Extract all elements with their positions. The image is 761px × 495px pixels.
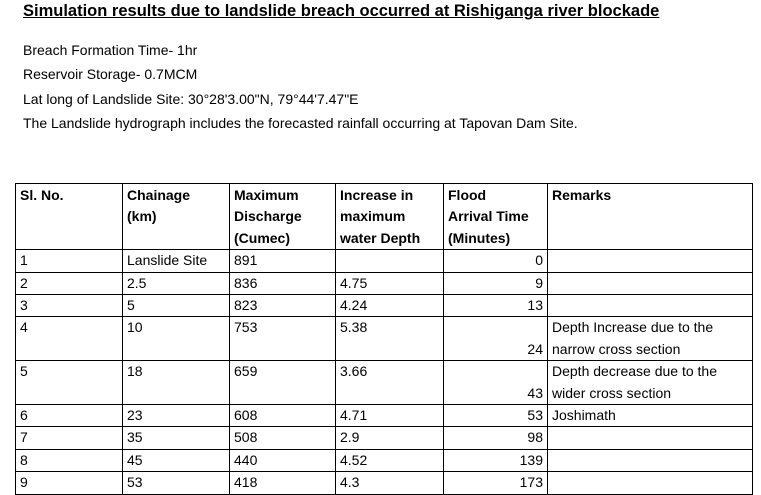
header-sl-no: Sl. No. [15, 182, 123, 251]
header-discharge-line-2: Discharge [234, 208, 302, 225]
cell-arrival-time: 173 [443, 471, 548, 495]
cell-depth: 2.9 [335, 426, 444, 450]
cell-depth [335, 249, 444, 273]
cell-depth: 4.3 [335, 471, 444, 495]
cell-chainage: 10 [122, 316, 230, 362]
cell-sl-no: 4 [15, 316, 123, 362]
cell-sl-no: 8 [15, 448, 123, 473]
cell-discharge: 836 [229, 271, 336, 296]
cell-discharge: 891 [229, 249, 336, 273]
header-depth-line-3: water Depth [340, 229, 421, 246]
cell-discharge: 659 [229, 360, 336, 406]
cell-arrival-time: 98 [443, 426, 548, 450]
header-sl-no-label: Sl. No. [20, 187, 64, 203]
table-row: 5 18 659 3.66 43 Depth decrease due to t… [15, 360, 753, 406]
remark-line-1: Depth decrease due to the [552, 363, 718, 380]
cell-discharge: 753 [229, 316, 336, 362]
header-chainage-line-1: Chainage [127, 187, 191, 203]
cell-chainage: 53 [122, 471, 230, 495]
header-remarks-label: Remarks [552, 187, 612, 203]
cell-chainage: 45 [122, 448, 230, 473]
reservoir-storage: Reservoir Storage- 0.7MCM [23, 66, 198, 82]
cell-chainage: 18 [122, 360, 230, 406]
cell-depth: 4.75 [335, 271, 444, 296]
header-depth-line-1: Increase in [340, 187, 414, 203]
cell-depth: 5.38 [335, 316, 444, 362]
cell-arrival-time: 13 [443, 294, 548, 318]
cell-remarks [547, 249, 753, 273]
cell-depth: 3.66 [335, 360, 444, 406]
header-remarks: Remarks [547, 182, 753, 251]
simulation-results-table: Sl. No. Chainage (km) Maximum Discharge … [15, 182, 753, 495]
cell-sl-no: 2 [15, 271, 123, 296]
table-row: 6 23 608 4.71 53 Joshimath [15, 404, 753, 428]
header-arrival-line-3: (Minutes) [448, 229, 511, 246]
cell-depth: 4.52 [335, 448, 444, 473]
remark-line-2: wider cross section [552, 384, 672, 401]
cell-arrival-time: 53 [443, 404, 548, 428]
document-title: Simulation results due to landslide brea… [23, 2, 660, 20]
cell-arrival-time: 24 [443, 316, 548, 362]
cell-arrival-time: 9 [443, 271, 548, 296]
cell-remarks [547, 471, 753, 495]
cell-remarks: Depth Increase due to the narrow cross s… [547, 316, 753, 362]
cell-depth: 4.24 [335, 294, 444, 318]
remark-line-2: narrow cross section [552, 340, 681, 357]
header-discharge-line-3: (Cumec) [234, 229, 291, 246]
header-arrival-time: Flood Arrival Time (Minutes) [443, 182, 548, 251]
header-water-depth: Increase in maximum water Depth [335, 182, 444, 251]
cell-chainage: 2.5 [122, 271, 230, 296]
header-chainage-line-2: (km) [127, 208, 157, 225]
cell-remarks: Joshimath [547, 404, 753, 428]
header-arrival-line-1: Flood [448, 187, 487, 203]
table-row: 3 5 823 4.24 13 [15, 294, 753, 318]
cell-sl-no: 9 [15, 471, 123, 495]
table-row: 8 45 440 4.52 139 [15, 448, 753, 473]
cell-discharge: 508 [229, 426, 336, 450]
cell-remarks [547, 426, 753, 450]
landslide-lat-long: Lat long of Landslide Site: 30°28'3.00"N… [23, 91, 359, 107]
cell-arrival-time: 139 [443, 448, 548, 473]
hydrograph-note: The Landslide hydrograph includes the fo… [23, 115, 578, 131]
cell-depth: 4.71 [335, 404, 444, 428]
cell-remarks: Depth decrease due to the wider cross se… [547, 360, 753, 406]
cell-discharge: 440 [229, 448, 336, 473]
cell-chainage: 5 [122, 294, 230, 318]
breach-formation-time: Breach Formation Time- 1hr [23, 42, 198, 58]
table-row: 2 2.5 836 4.75 9 [15, 271, 753, 296]
cell-sl-no: 6 [15, 404, 123, 428]
cell-remarks [547, 448, 753, 473]
header-discharge-line-1: Maximum [234, 187, 299, 203]
cell-sl-no: 1 [15, 249, 123, 273]
cell-discharge: 418 [229, 471, 336, 495]
cell-remarks [547, 294, 753, 318]
table-row: 9 53 418 4.3 173 [15, 471, 753, 495]
table-row: 1 Lanslide Site 891 0 [15, 249, 753, 273]
header-max-discharge: Maximum Discharge (Cumec) [229, 182, 336, 251]
header-chainage: Chainage (km) [122, 182, 230, 251]
cell-sl-no: 7 [15, 426, 123, 450]
remark-line-1: Depth Increase due to the [552, 319, 714, 336]
cell-chainage: 23 [122, 404, 230, 428]
cell-sl-no: 5 [15, 360, 123, 406]
table-row: 7 35 508 2.9 98 [15, 426, 753, 450]
cell-arrival-time: 43 [443, 360, 548, 406]
table-row: 4 10 753 5.38 24 Depth Increase due to t… [15, 316, 753, 362]
cell-sl-no: 3 [15, 294, 123, 318]
cell-discharge: 823 [229, 294, 336, 318]
cell-discharge: 608 [229, 404, 336, 428]
table-header-row: Sl. No. Chainage (km) Maximum Discharge … [15, 182, 753, 251]
cell-chainage: Lanslide Site [122, 249, 230, 273]
header-depth-line-2: maximum [340, 208, 406, 225]
cell-chainage: 35 [122, 426, 230, 450]
header-arrival-line-2: Arrival Time [448, 208, 529, 225]
cell-arrival-time: 0 [443, 249, 548, 273]
cell-remarks [547, 271, 753, 296]
